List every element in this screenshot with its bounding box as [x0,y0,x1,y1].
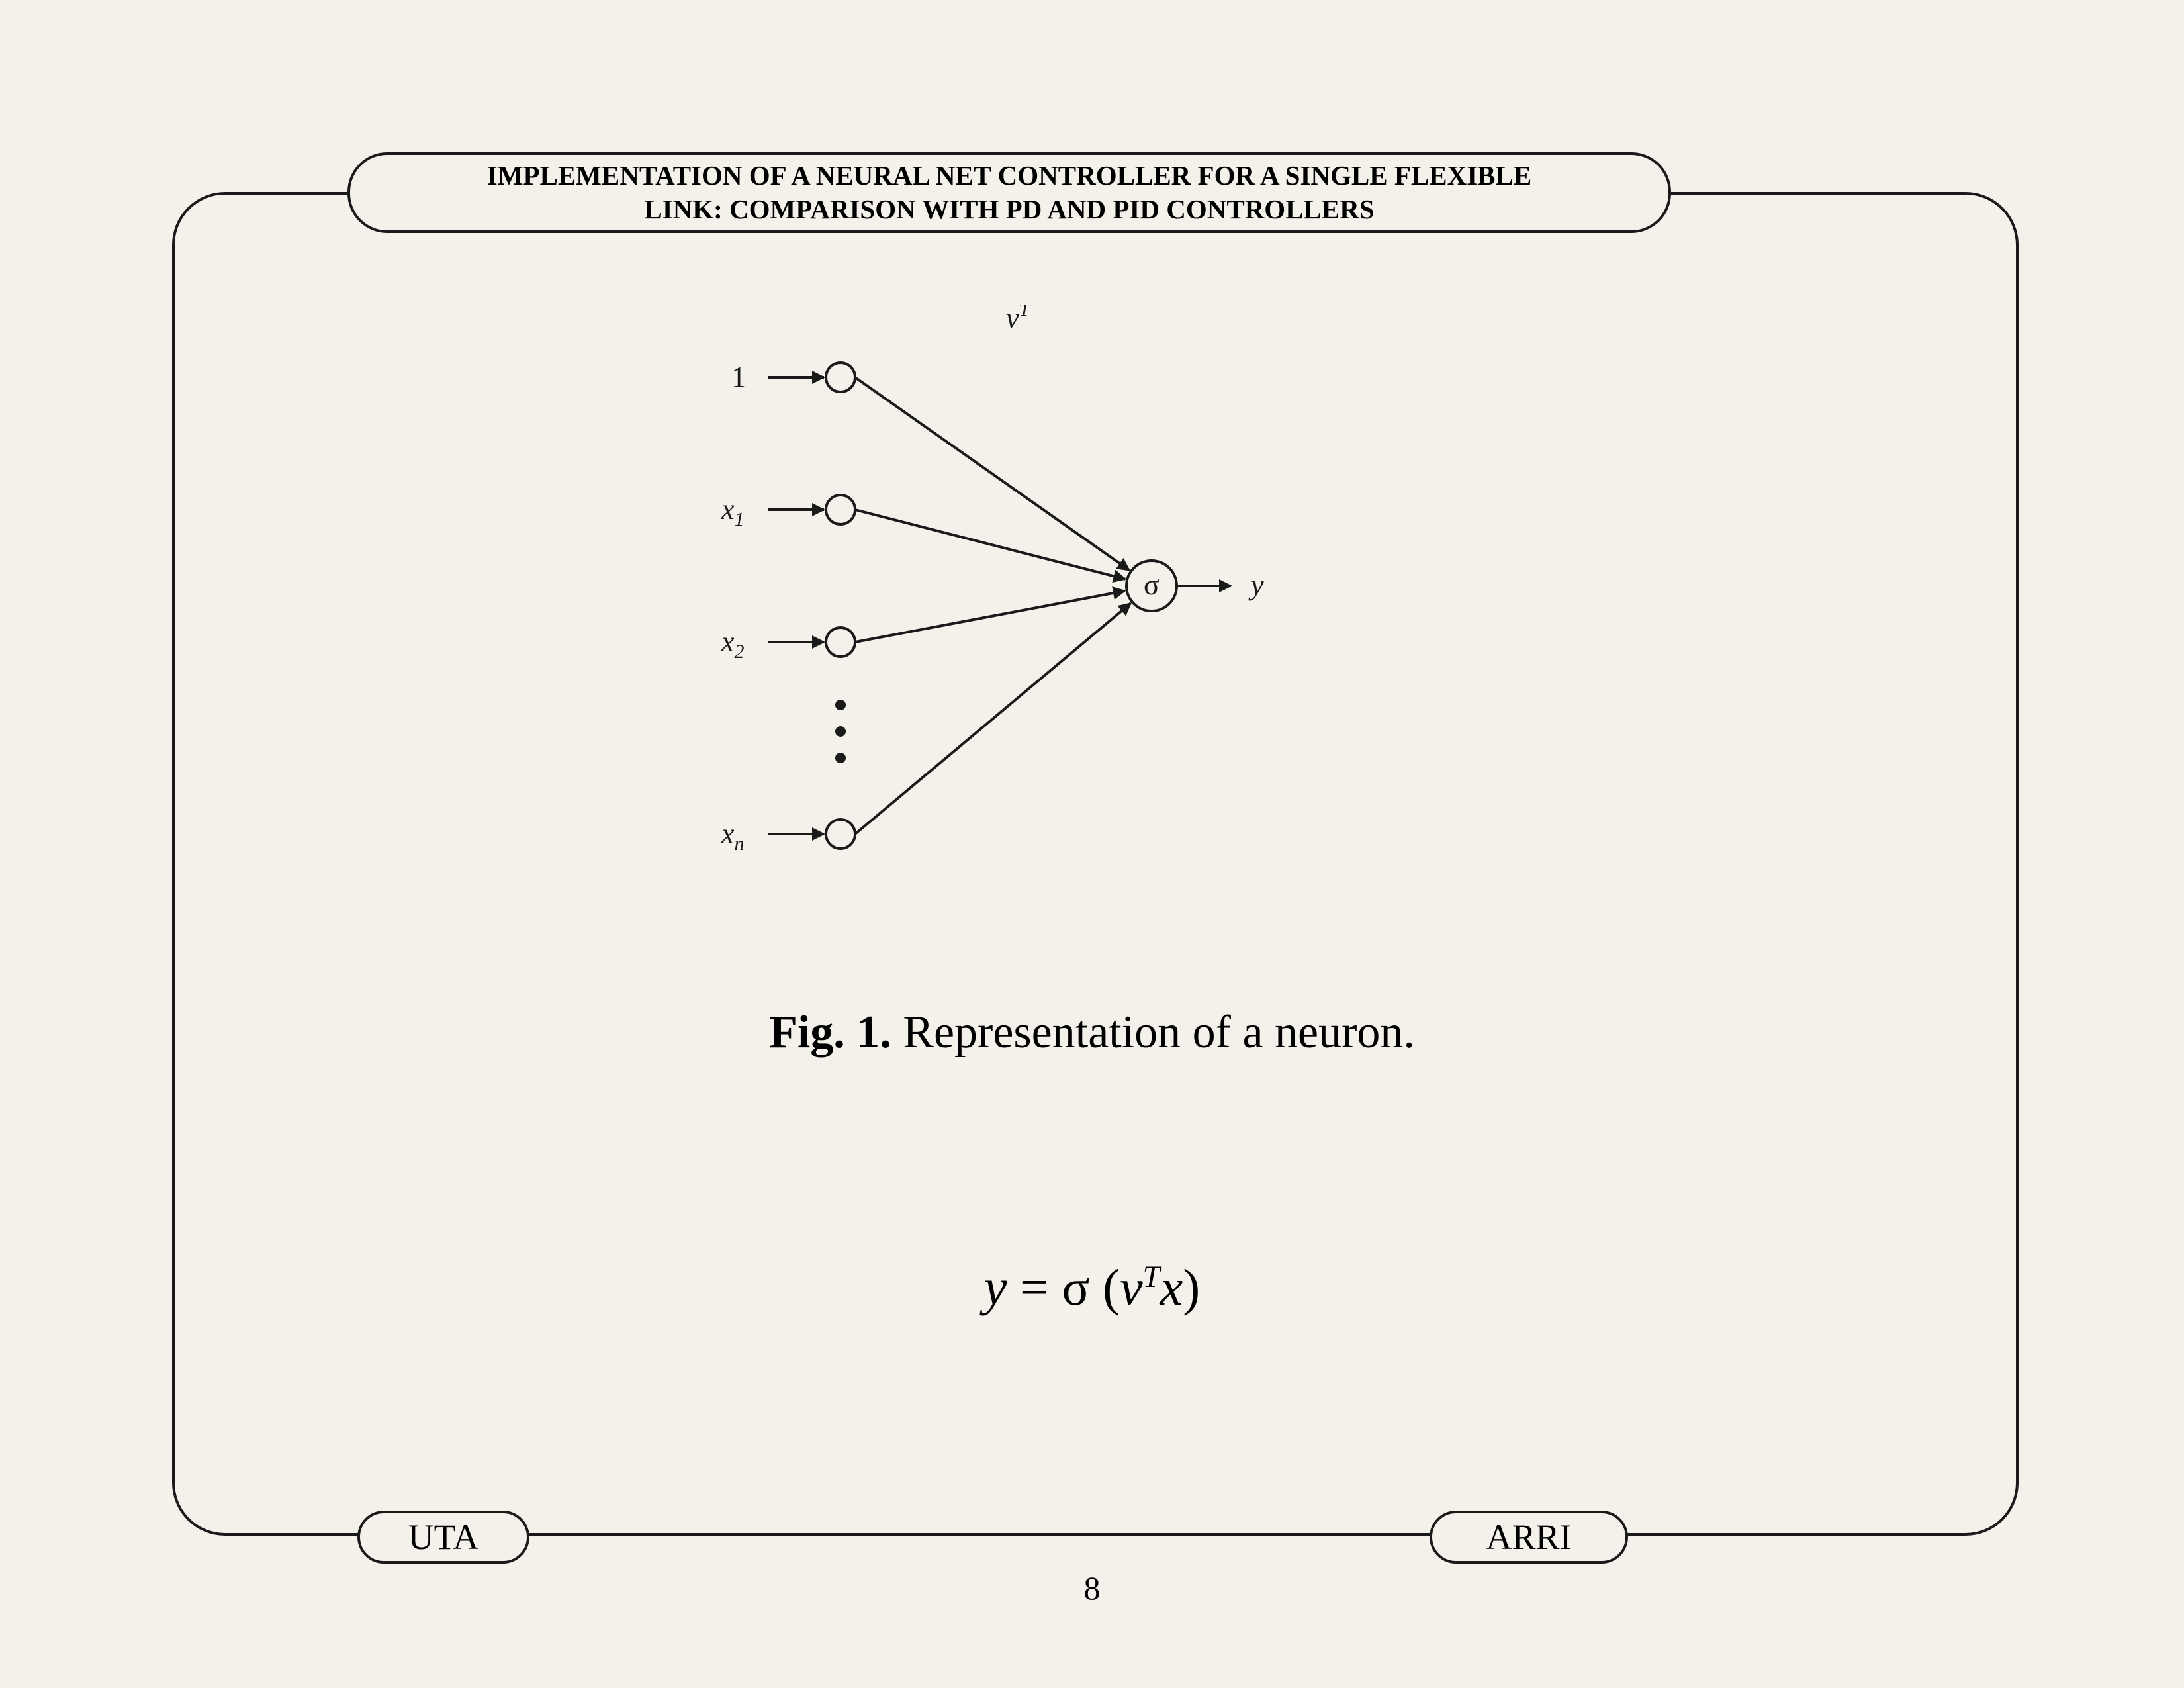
svg-text:1: 1 [731,361,746,393]
svg-text:x2: x2 [721,626,745,663]
eq-sigma: σ [1062,1258,1089,1316]
eq-T: T [1143,1260,1160,1294]
page-number: 8 [0,1569,2184,1607]
eq-v: v [1120,1258,1143,1316]
svg-text:σ: σ [1144,569,1160,601]
figure-text: Representation of a neuron. [891,1007,1415,1058]
svg-text:xn: xn [721,818,745,855]
title-line-2: LINK: COMPARISON WITH PD AND PID CONTROL… [644,193,1374,226]
title-line-1: IMPLEMENTATION OF A NEURAL NET CONTROLLE… [487,159,1531,193]
eq-open: ( [1089,1258,1119,1316]
svg-text:x1: x1 [721,493,745,530]
neuron-diagram: 1 x1 x2 xn vT y σ [702,305,1324,900]
eq-close: ) [1183,1258,1200,1316]
footer-right-label: ARRI [1486,1517,1571,1558]
footer-left-pill: UTA [357,1511,529,1564]
figure-label: Fig. 1. [769,1007,891,1058]
title-box: IMPLEMENTATION OF A NEURAL NET CONTROLLE… [347,152,1671,233]
footer-left-label: UTA [408,1517,479,1558]
eq-y: y [984,1258,1007,1316]
footer-right-pill: ARRI [1430,1511,1628,1564]
svg-text:vT: vT [1006,305,1032,334]
eq-equals: = [1007,1258,1062,1316]
equation: y = σ (vTx) [0,1258,2184,1317]
svg-text:y: y [1248,569,1264,601]
figure-caption: Fig. 1. Representation of a neuron. [0,1006,2184,1059]
eq-x: x [1160,1258,1183,1316]
